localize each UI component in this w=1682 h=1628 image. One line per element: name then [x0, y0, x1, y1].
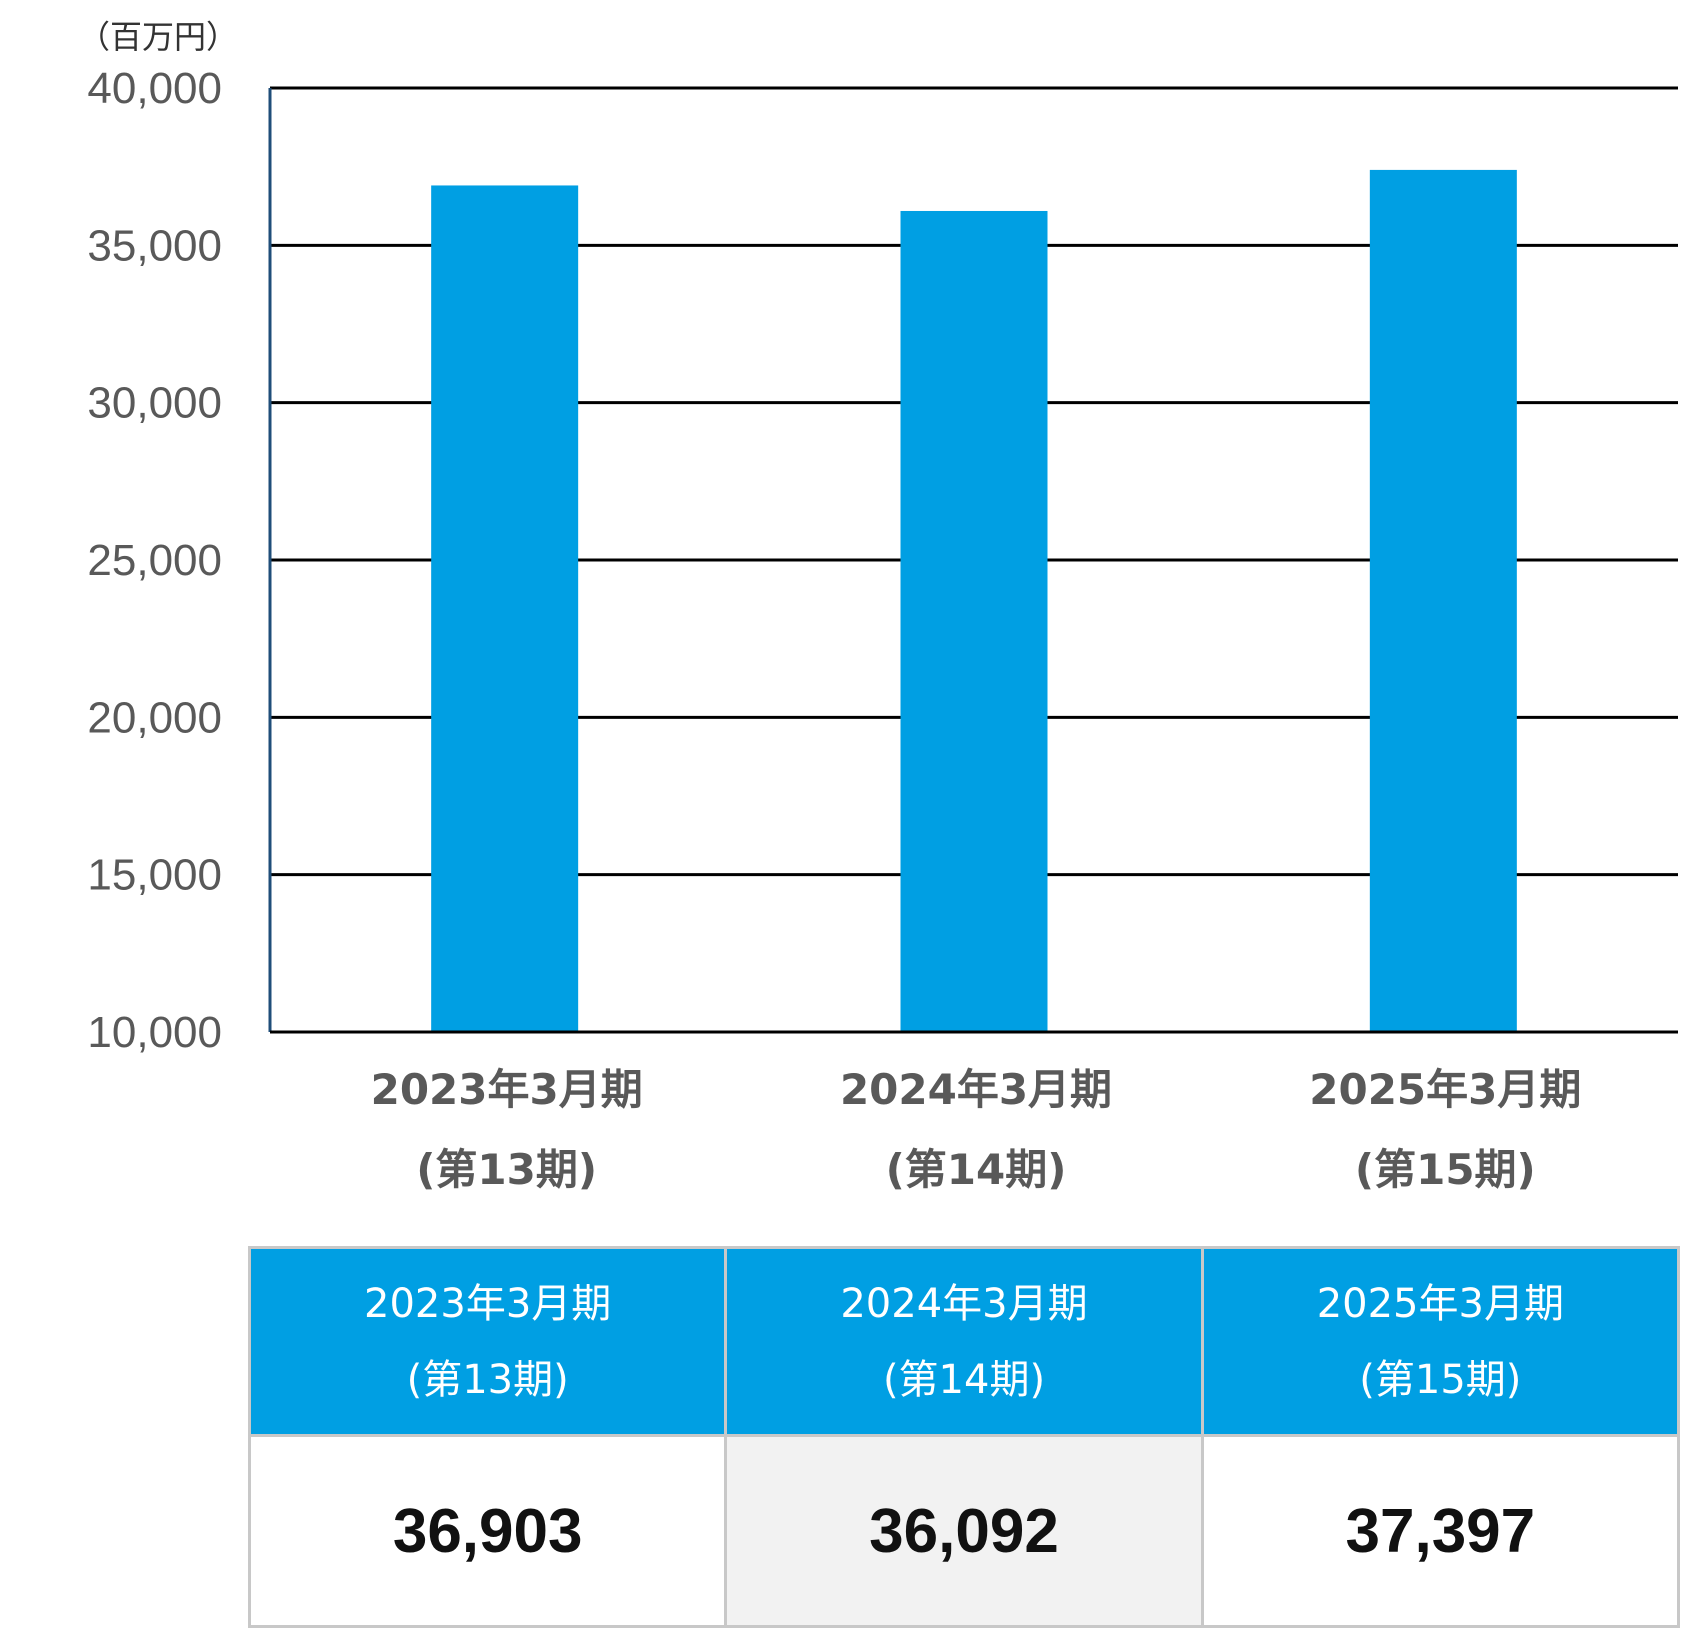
- header-term: (第15期): [1359, 1356, 1522, 1403]
- bar: [431, 185, 579, 1032]
- y-tick-label: 25,000: [87, 536, 222, 585]
- x-tick-label: (第15期): [1355, 1145, 1536, 1194]
- bar: [900, 210, 1048, 1032]
- x-tick-label: (第14期): [886, 1145, 1067, 1194]
- bar-chart: （百万円） 10,000 15,000 20,000 25,000 30,000 35,0…: [78, 18, 1678, 1194]
- y-tick-label: 20,000: [87, 693, 222, 742]
- y-tick-label: 30,000: [87, 379, 222, 428]
- x-tick-label: 2023年3月期: [371, 1065, 643, 1114]
- header-period: 2025年3月期: [1316, 1280, 1564, 1327]
- bars: [431, 169, 1517, 1033]
- table-row: 36,903 36,092 37,397: [247, 1434, 1681, 1628]
- table-header-2023: 2023年3月期 (第13期): [247, 1246, 728, 1437]
- y-tick-label: 10,000: [87, 1008, 222, 1057]
- x-tick-label: 2024年3月期: [840, 1065, 1112, 1114]
- y-tick-label: 15,000: [87, 851, 222, 900]
- header-term: (第14期): [882, 1356, 1046, 1403]
- y-tick-label: 40,000: [87, 64, 222, 113]
- table-value-2024: 36,092: [724, 1434, 1204, 1628]
- summary-table: 2023年3月期 (第13期) 2024年3月期 (第14期) 2025年3月期…: [247, 1246, 1681, 1628]
- x-tick-label: 2025年3月期: [1309, 1065, 1581, 1114]
- y-tick-label: 35,000: [87, 221, 222, 270]
- table-value-2023: 36,903: [247, 1434, 728, 1628]
- header-term: (第13期): [406, 1356, 569, 1403]
- y-tick-labels: 10,000 15,000 20,000 25,000 30,000 35,000 40,0…: [87, 64, 222, 1057]
- table-header-row: 2023年3月期 (第13期) 2024年3月期 (第14期) 2025年3月期…: [247, 1246, 1681, 1437]
- table-header-2025: 2025年3月期 (第15期): [1200, 1246, 1681, 1437]
- header-period: 2023年3月期: [364, 1280, 612, 1327]
- x-tick-label: (第13期): [416, 1145, 597, 1194]
- x-category-labels: 2023年3月期 (第13期) 2024年3月期 (第14期) 2025年3月期 (第15…: [371, 1065, 1582, 1194]
- table-header-2024: 2024年3月期 (第14期): [724, 1246, 1204, 1437]
- y-axis-unit-label: （百万円）: [78, 18, 238, 56]
- bar: [1369, 169, 1517, 1033]
- table-value-2025: 37,397: [1200, 1434, 1681, 1628]
- header-period: 2024年3月期: [840, 1280, 1088, 1327]
